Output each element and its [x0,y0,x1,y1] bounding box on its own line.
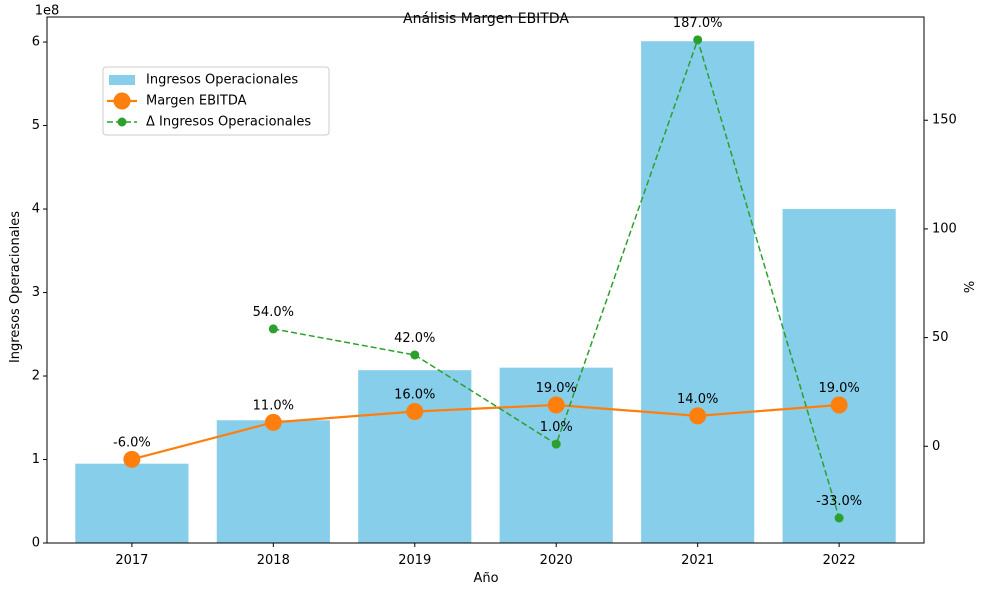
bar-2018 [216,420,330,543]
data-label-1-2019: 16.0% [394,388,435,403]
data-label-1-2020: 19.0% [536,381,577,396]
x-tick-label-2021: 2021 [681,553,714,568]
y-left-tick-label-3: 3 [32,285,40,300]
series-line-1 [131,403,840,461]
y-left-tick-label-2: 2 [32,369,40,384]
bar-2017 [75,463,189,543]
y-right-tick-label-100: 100 [932,221,957,236]
point-2-2018 [268,324,278,334]
data-label-2-2022: -33.0% [816,494,862,509]
legend-label-2: Δ Ingresos Operacionales [146,115,311,130]
x-axis-label: Año [473,571,498,586]
bar-2019 [358,370,472,543]
point-2-2021 [693,35,703,45]
data-label-1-2022: 19.0% [818,381,859,396]
x-tick-label-2019: 2019 [398,553,431,568]
y-axis-label-right: % [963,281,978,293]
point-2-2020 [551,439,561,449]
y-right-tick-label-50: 50 [932,330,949,345]
point-1-2022 [830,396,848,414]
axes-layer: 2017 2018 2019 2020 2021 2022 0 1 2 3 4 5 6 0 50 100 150 [32,35,957,568]
point-2-2019 [410,350,420,360]
data-label-2-2020: 1.0% [540,420,573,435]
point-1-2019 [406,403,424,420]
data-label-1-2021: 14.0% [677,392,718,407]
point-1-2017 [123,450,141,468]
y-left-tick-label-4: 4 [32,202,40,217]
x-tick-label-2018: 2018 [257,553,290,568]
data-labels-layer: -6.0% 11.0% 16.0% 19.0% 14.0% 19.0% 54.0% 42.0%… [113,16,862,509]
y-left-tick-label-0: 0 [32,536,40,551]
point-1-2020 [547,396,565,414]
y-right-tick-label-0: 0 [932,439,940,454]
bar-2021 [641,41,755,543]
data-label-2-2019: 42.0% [394,331,435,346]
point-1-2021 [689,407,707,425]
legend-label-1: Margen EBITDA [146,94,247,109]
data-label-2-2018: 54.0% [253,305,294,320]
x-tick-label-2022: 2022 [823,553,856,568]
y-left-tick-label-1: 1 [32,452,40,467]
point-2-2022 [834,513,844,523]
legend-box [102,66,330,136]
y-left-tick-label-5: 5 [32,118,40,133]
chart-title: Análisis Margen EBITDA [403,11,569,27]
legend-marker-1 [113,92,131,110]
y-left-tick-label-6: 6 [32,35,40,50]
data-label-1-2018: 11.0% [253,398,294,413]
x-tick-label-2017: 2017 [115,553,148,568]
data-label-1-2017: -6.0% [113,435,151,450]
legend-marker-2 [117,117,127,127]
axis-multiplier: 1e8 [35,4,60,19]
data-label-2-2021: 187.0% [673,16,723,31]
plot-frame [46,16,925,544]
legend-swatch-0 [109,75,135,85]
legend-label-0: Ingresos Operacionales [146,73,298,88]
x-tick-label-2020: 2020 [540,553,573,568]
y-axis-label-left: Ingresos Operacionales [8,211,23,363]
bar-2022 [782,209,896,544]
legend: Ingresos Operacionales Margen EBITDA Δ Ing… [102,66,330,136]
y-right-tick-label-150: 150 [932,113,957,128]
point-1-2018 [264,413,282,431]
lines-layer [123,35,848,523]
